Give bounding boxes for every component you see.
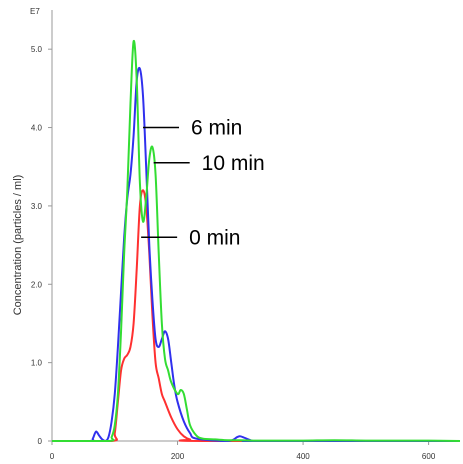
y-tick-label: 0: [38, 437, 43, 446]
x-tick-label: 0: [50, 452, 55, 461]
x-tick-label: 400: [296, 452, 310, 461]
series-line-1: [52, 66, 460, 443]
y-axis-title: Concentration (particles / ml): [12, 175, 24, 316]
x-tick-label: 200: [171, 452, 185, 461]
y-tick-label: 4.0: [31, 124, 43, 133]
y-tick-label: 2.0: [31, 280, 43, 289]
series-line-2: [52, 39, 461, 442]
annotation-layer: 6 min 10 min 0 min: [141, 117, 265, 249]
y-tick-label: 3.0: [31, 202, 43, 211]
x-axis-ticks: 0 200 400 600: [50, 441, 436, 461]
annotation-label: 10 min: [202, 152, 265, 175]
y-tick-label: 1.0: [31, 359, 43, 368]
annotation-label: 0 min: [189, 226, 240, 249]
series-layer: [52, 39, 461, 443]
y-exponent-label: E7: [30, 7, 40, 16]
y-tick-label: 5.0: [31, 45, 43, 54]
annotation-label: 6 min: [191, 117, 242, 140]
x-tick-label: 600: [422, 452, 436, 461]
y-axis-ticks: 0 1.0 2.0 3.0 4.0 5.0: [31, 45, 52, 446]
